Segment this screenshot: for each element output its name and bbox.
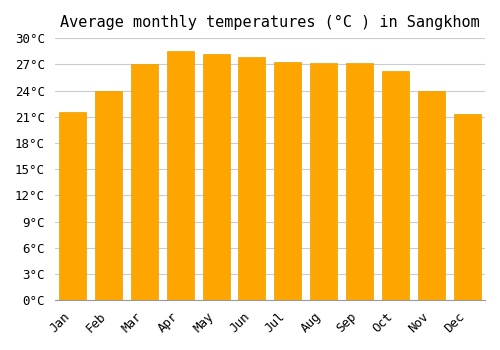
Bar [418, 91, 444, 300]
Bar [382, 71, 409, 300]
Bar [274, 62, 301, 300]
Bar [167, 51, 194, 300]
Title: Average monthly temperatures (°C ) in Sangkhom: Average monthly temperatures (°C ) in Sa… [60, 15, 480, 30]
Bar [310, 63, 337, 300]
Bar [95, 91, 122, 300]
Bar [202, 54, 230, 300]
Bar [238, 57, 266, 300]
Bar [346, 63, 373, 300]
Bar [131, 64, 158, 300]
Bar [59, 112, 86, 300]
Bar [454, 114, 480, 300]
